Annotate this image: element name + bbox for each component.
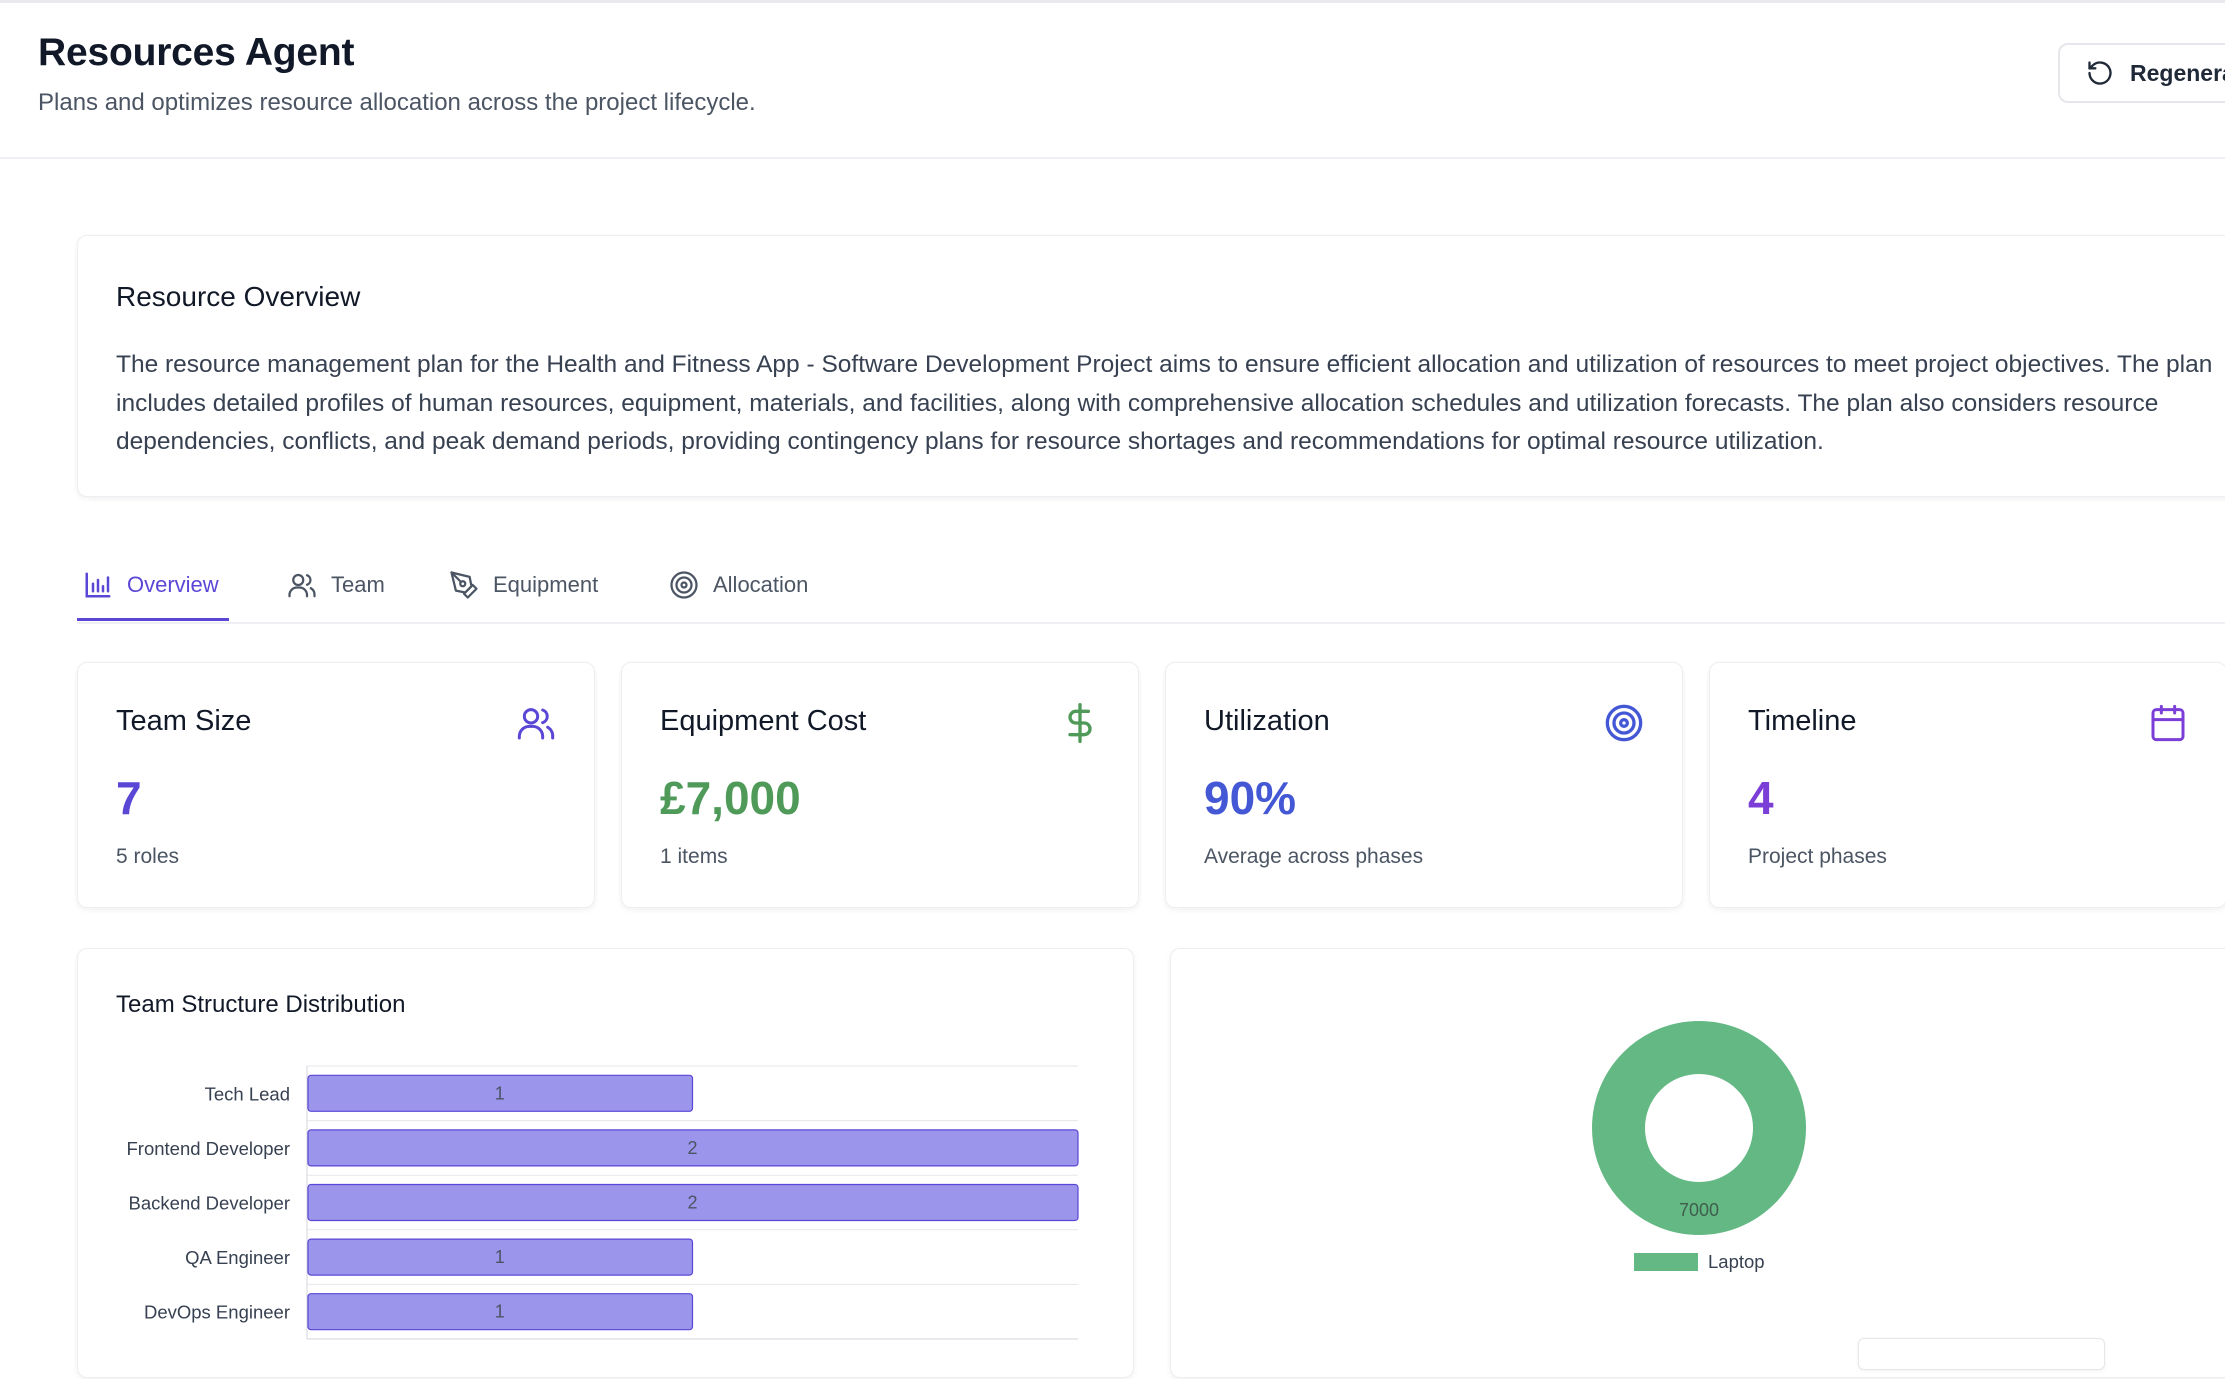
pie-slice bbox=[1592, 1021, 1806, 1235]
stat-subtext: Project phases bbox=[1748, 845, 1887, 868]
bar-data-label: 1 bbox=[495, 1302, 505, 1322]
users-icon bbox=[288, 573, 316, 598]
stat-subtext: 1 items bbox=[660, 845, 728, 868]
bar bbox=[307, 1074, 694, 1112]
pen-tool-icon bbox=[450, 571, 478, 599]
page-header: Resources Agent Plans and optimizes reso… bbox=[0, 3, 2225, 159]
active-tab-indicator bbox=[77, 618, 229, 621]
category-tick-label: Backend Developer bbox=[129, 1193, 290, 1214]
category-tick-label: Frontend Developer bbox=[126, 1138, 290, 1159]
regenerate-button[interactable]: Regenerate bbox=[2058, 43, 2225, 103]
stat-card-team-size: Team Size 7 5 roles bbox=[77, 662, 595, 908]
category-tick-label: DevOps Engineer bbox=[144, 1302, 290, 1323]
bar-chart-icon bbox=[85, 572, 111, 598]
bar bbox=[307, 1129, 1079, 1167]
target-icon bbox=[1605, 704, 1643, 742]
bar-data-label: 1 bbox=[495, 1247, 505, 1267]
users-icon bbox=[517, 708, 555, 740]
bar bbox=[307, 1293, 694, 1331]
tab-equipment[interactable]: Equipment bbox=[449, 548, 598, 622]
tab-equipment-label: Equipment bbox=[493, 572, 599, 597]
stat-subtext: 5 roles bbox=[116, 845, 180, 868]
chart-legend: Laptop bbox=[1634, 1251, 1765, 1272]
page-subtitle: Plans and optimizes resource allocation … bbox=[38, 89, 756, 116]
dollar-sign-icon bbox=[1068, 703, 1092, 743]
rotate-ccw-icon bbox=[2088, 61, 2112, 85]
stat-value: £7,000 bbox=[660, 772, 801, 824]
stat-subtext: Average across phases bbox=[1204, 845, 1424, 868]
tab-bar: Overview Team Equipment Allocation bbox=[77, 548, 2225, 624]
stat-value: 90% bbox=[1204, 772, 1297, 824]
calendar-icon bbox=[2151, 704, 2185, 742]
legend-label: Laptop bbox=[1708, 1251, 1765, 1272]
stat-value: 7 bbox=[116, 772, 142, 824]
resource-overview-card: Resource Overview The resource managemen… bbox=[77, 235, 2225, 497]
tab-team[interactable]: Team bbox=[287, 548, 385, 622]
bar-data-label: 2 bbox=[687, 1193, 697, 1213]
equipment-cost-donut-chart: 7000 Laptop bbox=[1592, 1021, 1806, 1272]
equipment-cost-chart-card: 7000 Laptop bbox=[1170, 948, 2225, 1378]
legend-swatch bbox=[1634, 1253, 1698, 1271]
stat-card-utilization: Utilization 90% Average across phases bbox=[1165, 662, 1683, 908]
resource-overview-text: The resource management plan for the Hea… bbox=[116, 351, 2213, 455]
stat-card-equipment-cost: Equipment Cost £7,000 1 items bbox=[621, 662, 1139, 908]
top-border bbox=[0, 0, 2225, 3]
tab-allocation[interactable]: Allocation bbox=[669, 548, 808, 622]
bar bbox=[307, 1238, 694, 1276]
bar-data-label: 1 bbox=[495, 1083, 505, 1103]
slice-data-label: 7000 bbox=[1679, 1200, 1719, 1220]
category-tick-label: Tech Lead bbox=[205, 1083, 290, 1104]
tab-overview-label: Overview bbox=[127, 572, 219, 597]
stat-title: Timeline bbox=[1748, 705, 1857, 737]
regenerate-label: Regenerate bbox=[2130, 59, 2225, 86]
team-structure-bar-chart: 1 Tech Lead 2 Frontend Developer 2 Backend De… bbox=[126, 1065, 1079, 1340]
bar-data-label: 2 bbox=[687, 1138, 697, 1158]
stat-title: Team Size bbox=[116, 705, 252, 737]
chart-tooltip bbox=[1858, 1338, 2105, 1370]
stat-title: Equipment Cost bbox=[660, 705, 867, 737]
stat-title: Utilization bbox=[1204, 705, 1330, 737]
stat-card-timeline: Timeline 4 Project phases bbox=[1709, 662, 2225, 908]
team-structure-chart-card: Team Structure Distribution 1 Tech Lead 2 F… bbox=[77, 948, 1134, 1378]
bar bbox=[307, 1183, 1079, 1222]
tab-team-label: Team bbox=[331, 572, 385, 597]
tab-overview[interactable]: Overview bbox=[83, 548, 219, 622]
resource-overview-title: Resource Overview bbox=[116, 281, 361, 312]
chart-title: Team Structure Distribution bbox=[116, 991, 406, 1018]
page-title: Resources Agent bbox=[38, 31, 355, 74]
tab-allocation-label: Allocation bbox=[713, 572, 809, 597]
target-icon bbox=[670, 571, 698, 599]
category-tick-label: QA Engineer bbox=[185, 1247, 290, 1268]
stat-value: 4 bbox=[1748, 772, 1774, 824]
